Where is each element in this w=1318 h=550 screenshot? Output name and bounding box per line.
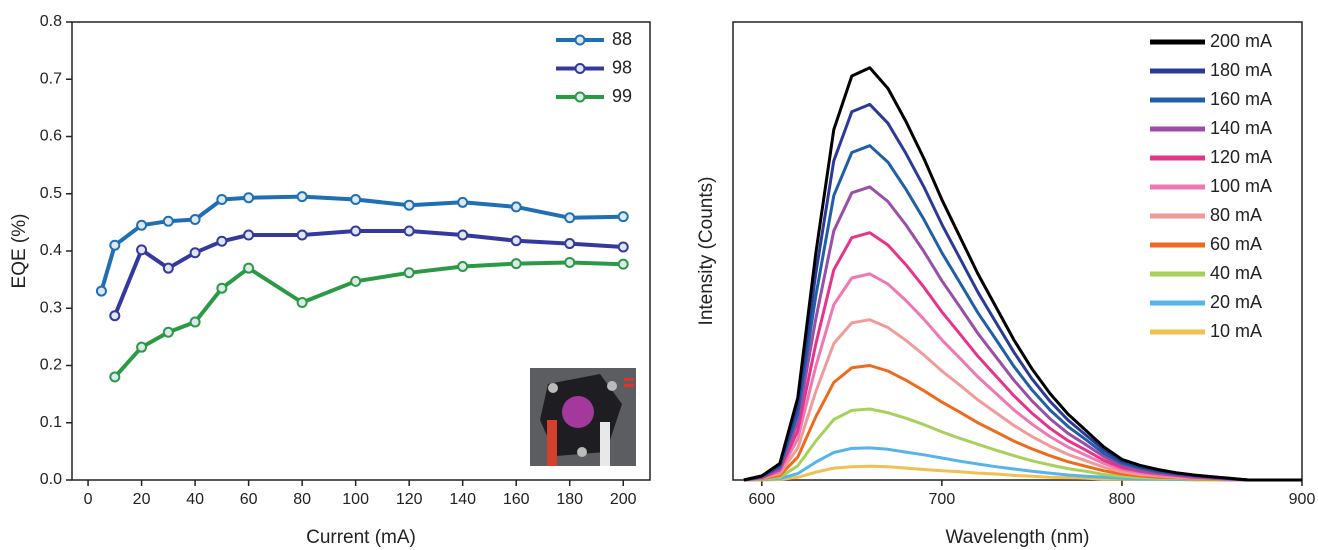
data-point xyxy=(189,316,201,328)
legend-label: 98 xyxy=(612,57,632,77)
data-point xyxy=(510,258,522,270)
data-point xyxy=(564,212,576,224)
x-tick-label: 100 xyxy=(342,491,369,508)
data-point xyxy=(403,225,415,237)
data-point xyxy=(403,199,415,211)
legend-label: 200 mA xyxy=(1210,31,1272,51)
data-point xyxy=(189,214,201,226)
data-point xyxy=(457,260,469,272)
legend-label: 100 mA xyxy=(1210,176,1272,196)
legend-label: 140 mA xyxy=(1210,118,1272,138)
y-axis-label: Intensity (Counts) xyxy=(696,177,717,326)
x-tick-label: 120 xyxy=(396,491,423,508)
inset-photo xyxy=(530,368,636,466)
x-tick-label: 180 xyxy=(556,491,583,508)
data-point xyxy=(350,275,362,287)
y-axis-label: EQE (%) xyxy=(9,214,30,289)
y-tick-label: 0.1 xyxy=(40,414,62,431)
data-point xyxy=(189,247,201,259)
x-tick-label: 140 xyxy=(449,491,476,508)
legend-label: 88 xyxy=(612,29,632,49)
data-point xyxy=(109,310,121,322)
data-point xyxy=(109,239,121,251)
x-tick-label: 700 xyxy=(929,491,956,508)
data-point xyxy=(136,341,148,353)
series-line xyxy=(743,66,1302,482)
x-tick-label: 40 xyxy=(186,491,204,508)
legend-label: 60 mA xyxy=(1210,234,1262,254)
y-tick-label: 0.6 xyxy=(40,128,62,145)
data-point xyxy=(136,219,148,231)
data-point xyxy=(109,371,121,383)
x-tick-label: 160 xyxy=(503,491,530,508)
x-tick-label: 200 xyxy=(610,491,637,508)
y-tick-label: 0.2 xyxy=(40,357,62,374)
plot-frame xyxy=(732,21,1303,481)
legend-label: 160 mA xyxy=(1210,89,1272,109)
legend-label: 10 mA xyxy=(1210,321,1262,341)
legend-label: 120 mA xyxy=(1210,147,1272,167)
data-point xyxy=(510,201,522,213)
series-line xyxy=(112,229,624,317)
data-point xyxy=(243,192,255,204)
x-axis-label: Current (mA) xyxy=(306,527,416,548)
data-point xyxy=(350,193,362,205)
legend-label: 80 mA xyxy=(1210,205,1262,225)
data-point xyxy=(457,196,469,208)
data-point xyxy=(243,229,255,241)
data-point xyxy=(617,211,629,223)
x-tick-label: 20 xyxy=(133,491,151,508)
x-tick-label: 800 xyxy=(1109,491,1136,508)
legend-label: 99 xyxy=(612,86,632,106)
legend-marker xyxy=(574,34,586,46)
data-point xyxy=(162,215,174,227)
data-point xyxy=(564,256,576,268)
x-tick-label: 0 xyxy=(84,491,93,508)
data-point xyxy=(243,262,255,274)
data-point xyxy=(95,285,107,297)
data-point xyxy=(216,282,228,294)
legend-label: 40 mA xyxy=(1210,263,1262,283)
data-point xyxy=(564,238,576,250)
x-tick-label: 600 xyxy=(748,491,775,508)
legend-label: 20 mA xyxy=(1210,292,1262,312)
data-point xyxy=(296,297,308,309)
data-point xyxy=(403,267,415,279)
data-point xyxy=(136,244,148,256)
data-point xyxy=(296,229,308,241)
x-tick-label: 60 xyxy=(240,491,258,508)
x-tick-label: 900 xyxy=(1289,491,1316,508)
data-point xyxy=(162,326,174,338)
series-line xyxy=(743,364,1302,482)
data-point xyxy=(216,235,228,247)
data-point xyxy=(617,258,629,270)
x-axis-label: Wavelength (nm) xyxy=(946,527,1090,548)
y-tick-label: 0.5 xyxy=(40,185,62,202)
legend-marker xyxy=(574,91,586,103)
y-tick-label: 0.7 xyxy=(40,70,62,87)
data-point xyxy=(457,229,469,241)
y-tick-label: 0.3 xyxy=(40,299,62,316)
data-point xyxy=(617,241,629,253)
data-point xyxy=(296,191,308,203)
data-point xyxy=(216,193,228,205)
legend-label: 180 mA xyxy=(1210,60,1272,80)
legend-marker xyxy=(574,63,586,74)
data-point xyxy=(162,262,174,274)
y-tick-label: 0.0 xyxy=(40,471,62,488)
x-tick-label: 80 xyxy=(293,491,311,508)
data-point xyxy=(350,225,362,237)
data-point xyxy=(510,235,522,247)
y-tick-label: 0.8 xyxy=(40,13,62,30)
y-tick-label: 0.4 xyxy=(40,242,62,259)
